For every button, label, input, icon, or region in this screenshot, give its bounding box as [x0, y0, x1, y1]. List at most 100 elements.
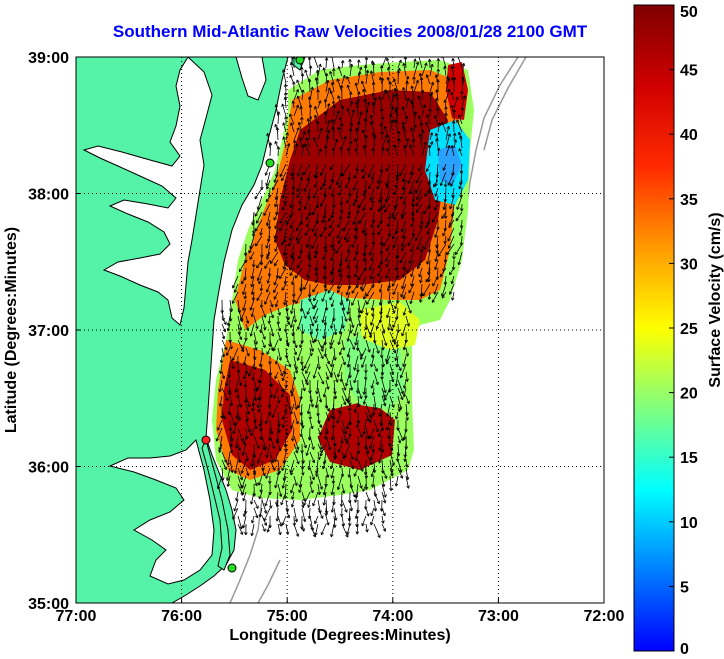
velocity-arrow: [437, 122, 441, 133]
velocity-arrow: [309, 451, 315, 463]
velocity-arrowhead: [309, 78, 312, 82]
velocity-arrow: [381, 134, 388, 149]
velocity-arrowhead: [231, 444, 233, 448]
velocity-arrowhead: [301, 144, 305, 148]
velocity-arrowhead: [292, 81, 295, 85]
velocity-arrow: [403, 427, 407, 440]
velocity-arrowhead: [390, 119, 394, 123]
velocity-arrowhead: [256, 221, 260, 224]
velocity-arrowhead: [355, 342, 358, 346]
velocity-arrowhead: [277, 440, 280, 444]
velocity-arrow: [269, 435, 275, 449]
velocity-arrow: [267, 133, 271, 149]
velocity-arrowhead: [369, 331, 371, 335]
velocity-arrowhead: [445, 106, 448, 110]
velocity-arrow: [293, 347, 297, 356]
velocity-arrow: [265, 411, 271, 425]
velocity-arrow: [341, 307, 348, 322]
velocity-arrow: [409, 251, 415, 264]
velocity-arrow: [371, 219, 375, 228]
velocity-arrowhead: [241, 471, 244, 474]
velocity-arrowhead: [363, 391, 367, 395]
velocity-arrowhead: [333, 205, 336, 209]
velocity-arrowhead: [447, 238, 451, 242]
velocity-arrowhead: [218, 403, 221, 407]
velocity-arrowhead: [352, 494, 356, 498]
velocity-arrow: [395, 347, 399, 361]
velocity-arrow: [291, 491, 295, 500]
velocity-arrow: [226, 347, 231, 356]
velocity-arrowhead: [316, 413, 319, 417]
velocity-arrow: [303, 275, 311, 290]
velocity-arrowhead: [249, 429, 252, 433]
velocity-arrowhead: [384, 500, 387, 504]
velocity-arrowhead: [464, 95, 467, 99]
velocity-arrow: [461, 95, 466, 109]
velocity-arrowhead: [329, 325, 332, 329]
velocity-arrowhead: [220, 310, 223, 314]
velocity-arrow: [220, 363, 223, 374]
velocity-arrowhead: [325, 135, 329, 139]
velocity-arrowhead: [379, 169, 382, 173]
velocity-arrow: [301, 131, 306, 141]
velocity-arrow: [357, 419, 359, 428]
velocity-arrow: [437, 147, 440, 157]
velocity-arrowhead: [300, 66, 303, 70]
velocity-arrowhead: [351, 245, 355, 248]
velocity-arrowhead: [449, 273, 453, 276]
velocity-arrow: [325, 379, 329, 390]
velocity-arrowhead: [221, 354, 225, 358]
velocity-arrowhead: [421, 77, 424, 81]
velocity-arrow: [410, 267, 415, 277]
velocity-arrowhead: [379, 242, 382, 246]
velocity-arrowhead: [239, 310, 242, 314]
velocity-arrowhead: [446, 253, 450, 256]
velocity-arrow: [289, 203, 295, 219]
velocity-arrowhead: [349, 58, 352, 62]
velocity-arrowhead: [277, 328, 281, 332]
velocity-arrow: [269, 379, 273, 387]
velocity-arrowhead: [250, 463, 252, 467]
velocity-arrowhead: [405, 378, 408, 382]
velocity-arrowhead: [459, 233, 463, 236]
velocity-arrow: [376, 315, 383, 330]
velocity-arrowhead: [282, 103, 285, 107]
velocity-arrowhead: [313, 340, 315, 344]
velocity-arrowhead: [226, 483, 229, 487]
velocity-arrowhead: [398, 70, 401, 74]
velocity-arrowhead: [424, 194, 428, 197]
velocity-arrowhead: [302, 425, 305, 429]
velocity-arrowhead: [320, 516, 324, 519]
velocity-arrowhead: [299, 137, 303, 140]
velocity-arrowhead: [310, 349, 314, 352]
velocity-arrowhead: [402, 236, 406, 239]
velocity-arrowhead: [356, 98, 359, 102]
velocity-arrowhead: [291, 393, 295, 397]
velocity-arrowhead: [248, 251, 252, 254]
velocity-arrowhead: [395, 267, 399, 271]
velocity-arrow: [269, 363, 272, 376]
velocity-arrowhead: [363, 296, 367, 300]
velocity-arrow: [339, 211, 343, 220]
velocity-arrow: [274, 171, 279, 183]
velocity-arrowhead: [316, 89, 319, 93]
velocity-arrow: [452, 187, 455, 198]
velocity-arrowhead: [406, 412, 409, 416]
velocity-arrowhead: [330, 82, 333, 86]
velocity-arrowhead: [365, 294, 369, 297]
velocity-arrowhead: [305, 137, 307, 141]
velocity-arrow: [251, 307, 255, 317]
velocity-arrow: [402, 179, 407, 190]
velocity-arrowhead: [443, 66, 445, 70]
velocity-arrow: [354, 403, 359, 413]
velocity-arrow: [221, 339, 228, 351]
velocity-arrow: [299, 195, 303, 205]
velocity-arrowhead: [259, 514, 263, 518]
velocity-arrowhead: [370, 307, 373, 311]
velocity-arrowhead: [288, 143, 291, 147]
velocity-arrow: [273, 211, 279, 221]
velocity-arrow: [365, 443, 369, 454]
velocity-arrowhead: [345, 425, 348, 429]
velocity-arrowhead: [250, 501, 252, 505]
velocity-arrowhead: [389, 216, 392, 220]
